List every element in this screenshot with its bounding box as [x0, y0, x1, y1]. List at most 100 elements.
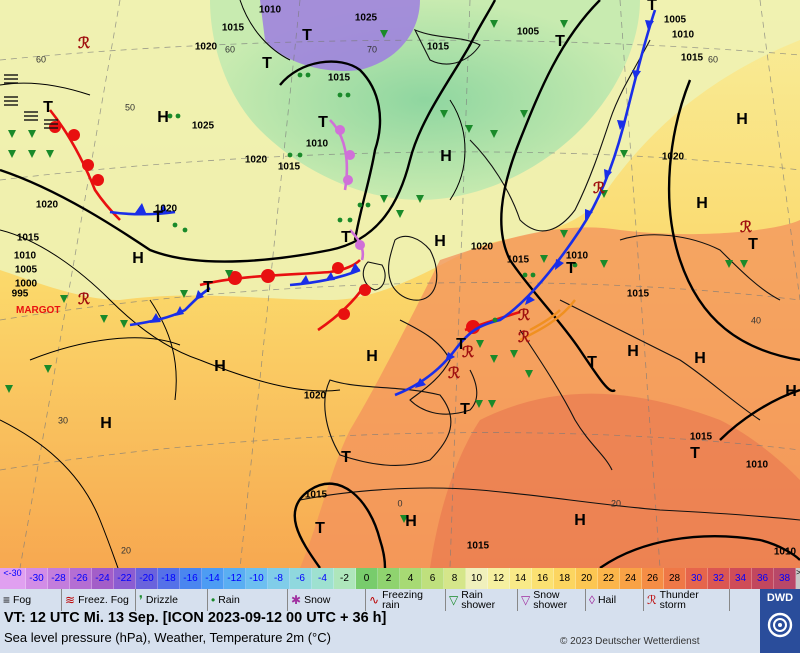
svg-text:ℛ: ℛ	[78, 35, 90, 52]
scale-cell: 4	[400, 568, 422, 589]
pressure-label: 1005	[517, 27, 540, 38]
weather-symbol-icon: ▽	[521, 593, 531, 607]
scale-cell: -26	[70, 568, 92, 589]
valid-time: VT: 12 UTC Mi. 13 Sep. [ICON 2023-09-12 …	[4, 610, 387, 626]
high-center-label: H	[405, 513, 417, 530]
scale-cell: -24	[92, 568, 114, 589]
scale-cell: 12	[488, 568, 510, 589]
scale-cell: -10	[246, 568, 268, 589]
weather-legend-item: ≋ Freez. Fog	[62, 589, 136, 611]
svg-text:ℛ: ℛ	[518, 329, 530, 346]
weather-legend-label: Snow shower	[533, 589, 568, 611]
weather-legend-label: Fog	[13, 594, 32, 606]
pressure-label: 1010	[14, 251, 37, 262]
high-center-label: H	[736, 111, 748, 128]
weather-legend-item: ∿ Freezing rain	[366, 589, 446, 611]
scale-cell: -14	[202, 568, 224, 589]
low-center-label: T	[153, 209, 163, 226]
temperature-labels: 60 50 60 70 60 40 30 20 20 0	[36, 44, 761, 555]
high-center-label: H	[157, 109, 169, 126]
scale-cell: -8	[268, 568, 290, 589]
weather-legend: ≡ Fog ≋ Freez. Fog ❜ Drizzle • Rain ✱ Snow ∿ Freezi…	[0, 589, 760, 611]
pressure-label: 1010	[774, 547, 797, 558]
weather-symbol-icon: ℛ	[647, 593, 657, 607]
low-center-label: T	[43, 99, 53, 116]
svg-text:ℛ: ℛ	[740, 219, 752, 236]
pressure-label: 1015	[507, 255, 530, 266]
weather-legend-item: ✱ Snow	[288, 589, 366, 611]
dwd-swirl-icon	[767, 612, 793, 638]
weather-symbol-icon: •	[211, 593, 216, 607]
scale-cell: 34	[730, 568, 752, 589]
scale-cell: -6	[290, 568, 312, 589]
low-center-label: T	[262, 55, 272, 72]
chart-subtitle: Sea level pressure (hPa), Weather, Tempe…	[4, 630, 331, 645]
weather-legend-label: Freezing rain	[382, 589, 423, 611]
dwd-logo: DWD	[760, 589, 800, 653]
svg-text:ℛ: ℛ	[78, 291, 90, 308]
temperature-label: 40	[751, 315, 761, 325]
pressure-label: 1020	[245, 155, 268, 166]
weather-legend-label: Snow	[304, 594, 331, 606]
copyright: © 2023 Deutscher Wetterdienst	[560, 636, 700, 647]
temperature-label: 70	[367, 44, 377, 54]
temperature-scale: <-30 -30 -28 -26 -24 -22 -20 -18 -16 -14 -12 -10 -8-…	[0, 568, 800, 589]
temperature-label: 30	[58, 415, 68, 425]
low-center-label: T	[748, 236, 758, 253]
scale-cell: >40 °C	[796, 568, 800, 589]
low-center-label: T	[456, 336, 466, 353]
high-center-label: H	[132, 250, 144, 267]
pressure-label: 1010	[566, 251, 589, 262]
scale-cell: -16	[180, 568, 202, 589]
low-pressure-centers: T T T T T T T T T T T T T T T T T	[43, 0, 758, 537]
scale-cell: -2	[334, 568, 356, 589]
pressure-label: 1015	[278, 162, 301, 173]
weather-symbol-icon: ❜	[139, 593, 143, 607]
scale-cell: 36	[752, 568, 774, 589]
pressure-label: 1015	[222, 23, 245, 34]
pressure-label: 1010	[306, 139, 329, 150]
weather-legend-item: • Rain	[208, 589, 288, 611]
scale-cell: -12	[224, 568, 246, 589]
weather-legend-label: Freez. Fog	[78, 594, 129, 606]
temperature-label: 50	[125, 102, 135, 112]
svg-text:ℛ: ℛ	[462, 344, 474, 361]
scale-cell: 38	[774, 568, 796, 589]
pressure-label: 1020	[36, 200, 59, 211]
high-center-label: H	[366, 348, 378, 365]
weather-legend-item: ℛ Thunder storm	[644, 589, 730, 611]
pressure-label: 1015	[427, 42, 450, 53]
temperature-label: 60	[36, 54, 46, 64]
pressure-label: 1020	[304, 391, 327, 402]
scale-cell: -20	[136, 568, 158, 589]
pressure-label: 1020	[195, 42, 218, 53]
scale-cell: 16	[532, 568, 554, 589]
weather-legend-item: ≡ Fog	[0, 589, 62, 611]
scale-cell: 26	[642, 568, 664, 589]
weather-legend-item: ▽ Rain shower	[446, 589, 518, 611]
dwd-logo-text: DWD	[766, 592, 794, 604]
scale-cell: 0	[356, 568, 378, 589]
pressure-label: 1020	[155, 204, 178, 215]
high-center-label: H	[694, 350, 706, 367]
storm-name-margot: MARGOT	[16, 305, 60, 316]
high-center-label: H	[214, 358, 226, 375]
temperature-label: 0	[397, 498, 402, 508]
low-center-label: T	[341, 229, 351, 246]
pressure-label: 1010	[672, 30, 695, 41]
pressure-label: 1010	[259, 5, 282, 16]
pressure-label: 1015	[690, 432, 713, 443]
pressure-label: 1005	[15, 265, 38, 276]
high-center-label: H	[440, 148, 452, 165]
pressure-label: 1020	[471, 242, 494, 253]
high-center-label: H	[627, 343, 639, 360]
svg-text:ℛ: ℛ	[518, 307, 530, 324]
pressure-label: 1020	[662, 152, 685, 163]
pressure-label: 1010	[746, 460, 769, 471]
low-center-label: T	[341, 449, 351, 466]
weather-legend-label: Thunder storm	[659, 589, 699, 611]
scale-cell: 14	[510, 568, 532, 589]
weather-symbol-icon: ◊	[589, 593, 595, 607]
scale-cell: -30	[26, 568, 48, 589]
scale-cell: -22	[114, 568, 136, 589]
